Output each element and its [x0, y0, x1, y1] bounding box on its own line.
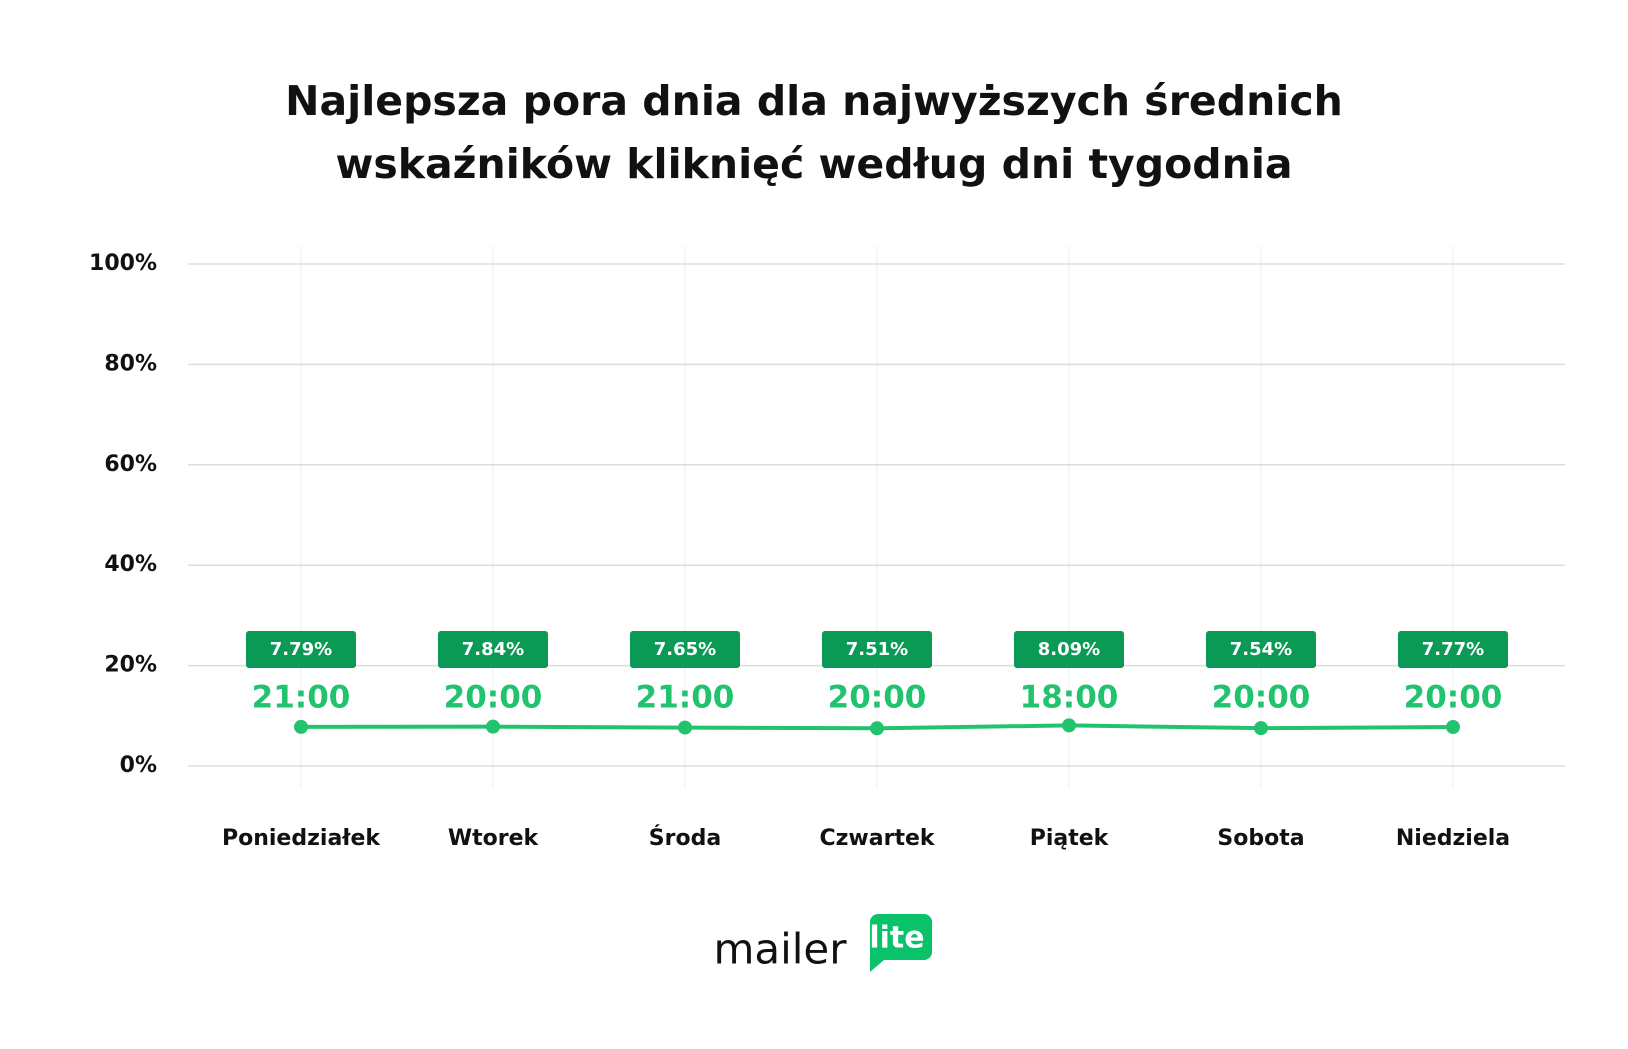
value-label: 7.79%: [270, 639, 332, 660]
logo-badge-text: lite: [869, 921, 924, 956]
value-badge: [246, 631, 356, 668]
y-tick-label: 40%: [104, 552, 157, 577]
data-point: [678, 720, 692, 735]
x-tick-label: Poniedziałek: [222, 826, 381, 851]
time-annotation: 20:00: [1212, 680, 1311, 716]
time-annotation: 20:00: [444, 680, 543, 716]
data-point: [1254, 721, 1268, 736]
data-point: [1062, 718, 1076, 733]
value-label: 7.77%: [1422, 639, 1484, 660]
time-annotation: 20:00: [1404, 680, 1503, 716]
data-point: [486, 719, 500, 734]
y-tick-label: 20%: [104, 653, 157, 678]
value-label: 7.54%: [1230, 639, 1292, 660]
chart-title: Najlepsza pora dnia dla najwyższych śred…: [285, 77, 1343, 188]
x-tick-label: Środa: [649, 825, 721, 851]
logo-text: mailer: [713, 925, 847, 974]
value-label: 7.51%: [846, 639, 908, 660]
x-tick-label: Wtorek: [448, 826, 540, 851]
data-point: [294, 719, 308, 734]
value-badge: [822, 631, 932, 668]
time-annotation: 21:00: [252, 680, 351, 716]
time-annotation: 20:00: [828, 680, 927, 716]
value-badge: [1014, 631, 1124, 668]
y-tick-label: 100%: [89, 251, 157, 276]
y-tick-label: 0%: [120, 753, 157, 778]
value-label: 7.84%: [462, 639, 524, 660]
data-point: [1446, 719, 1460, 734]
y-tick-label: 60%: [104, 452, 157, 477]
value-badge: [438, 631, 548, 668]
value-label: 7.65%: [654, 639, 716, 660]
time-annotation: 18:00: [1020, 680, 1119, 716]
value-badge: [1398, 631, 1508, 668]
y-tick-label: 80%: [104, 351, 157, 376]
x-tick-label: Czwartek: [819, 826, 935, 851]
value-label: 8.09%: [1038, 639, 1100, 660]
logo-badge: [870, 914, 932, 972]
value-badge: [630, 631, 740, 668]
value-badge: [1206, 631, 1316, 668]
time-annotation: 21:00: [636, 680, 735, 716]
data-point: [870, 721, 884, 736]
x-tick-label: Sobota: [1217, 826, 1304, 851]
x-tick-label: Piątek: [1030, 826, 1110, 851]
x-tick-label: Niedziela: [1396, 826, 1510, 851]
